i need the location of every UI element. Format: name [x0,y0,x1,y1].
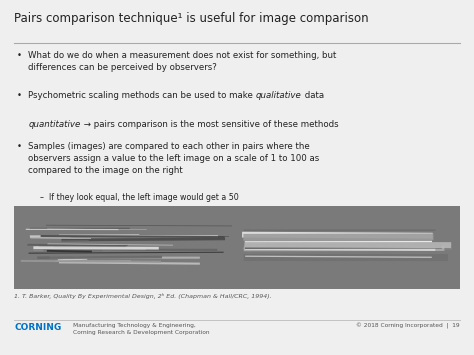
Text: •: • [17,91,22,99]
Bar [14,206,460,289]
Text: Samples (images) are compared to each other in pairs where the
observers assign : Samples (images) are compared to each ot… [28,142,319,175]
Text: quantitative: quantitative [28,120,81,129]
Text: CORNING: CORNING [14,323,62,332]
Text: qualitative: qualitative [256,91,302,99]
Text: data: data [302,91,324,99]
Text: Pairs comparison technique¹ is useful for image comparison: Pairs comparison technique¹ is useful fo… [14,12,369,26]
Text: •: • [17,142,22,151]
Text: 1. T. Barker, Quality By Experimental Design, 2ʰ Ed. (Chapman & Hall/CRC, 1994).: 1. T. Barker, Quality By Experimental De… [14,293,272,299]
Text: Psychometric scaling methods can be used to make: Psychometric scaling methods can be used… [28,91,256,99]
Text: © 2018 Corning Incorporated  |  19: © 2018 Corning Incorporated | 19 [356,323,460,329]
Text: –  If they look equal, the left image would get a 50: – If they look equal, the left image wou… [40,193,239,202]
Text: Manufacturing Technology & Engineering,
Corning Research & Development Corporati: Manufacturing Technology & Engineering, … [73,323,210,335]
Text: → pairs comparison is the most sensitive of these methods: → pairs comparison is the most sensitive… [81,120,338,129]
Text: •: • [17,51,22,60]
Text: What do we do when a measurement does not exist for something, but
differences c: What do we do when a measurement does no… [28,51,337,72]
